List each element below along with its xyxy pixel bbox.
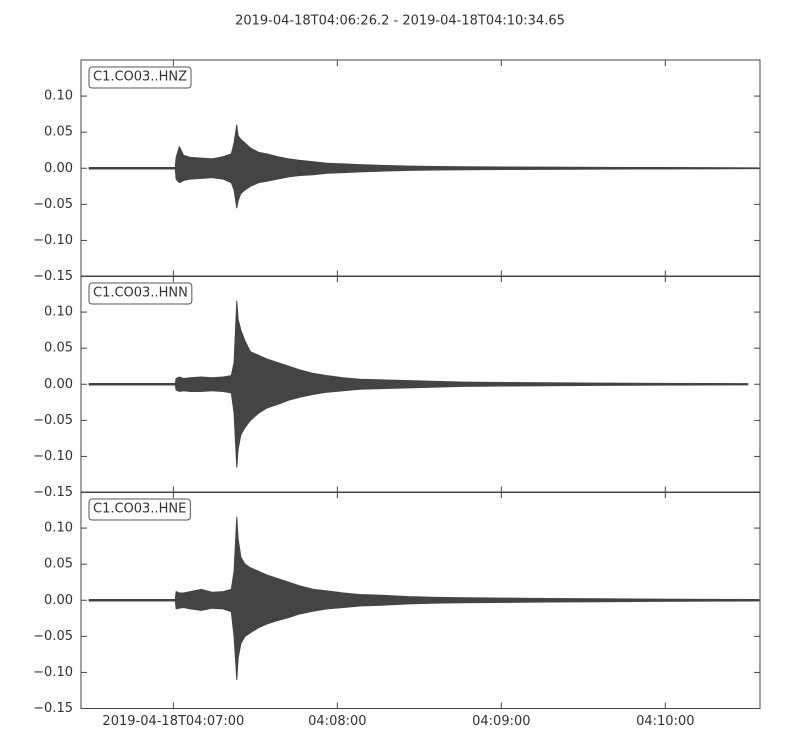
x-tick-label: 04:10:00: [636, 714, 694, 729]
y-tick-label: −0.10: [33, 449, 73, 464]
y-tick-label: −0.10: [33, 233, 73, 248]
y-tick-label: 0.00: [44, 593, 73, 608]
y-tick-label: −0.05: [33, 629, 73, 644]
trace-label-text: C1.CO03..HNZ: [93, 70, 187, 85]
y-tick-label: −0.15: [33, 485, 73, 500]
y-tick-label: −0.15: [33, 269, 73, 284]
waveform-trace: [88, 300, 749, 468]
x-tick-label: 04:09:00: [472, 714, 530, 729]
y-tick-label: −0.05: [33, 197, 73, 212]
y-tick-label: 0.10: [44, 521, 73, 536]
y-tick-label: 0.10: [44, 305, 73, 320]
x-tick-label: 2019-04-18T04:07:00: [102, 714, 244, 729]
y-tick-label: 0.00: [44, 377, 73, 392]
waveform-trace: [88, 516, 760, 681]
trace-label-text: C1.CO03..HNN: [93, 286, 188, 301]
y-tick-label: 0.00: [44, 161, 73, 176]
waveform-trace: [88, 124, 760, 209]
trace-label-text: C1.CO03..HNE: [93, 502, 186, 517]
trace-label: C1.CO03..HNN: [88, 282, 193, 305]
y-tick-label: −0.15: [33, 701, 73, 716]
y-tick-label: 0.05: [44, 341, 73, 356]
figure-title: 2019-04-18T04:06:26.2 - 2019-04-18T04:10…: [235, 14, 565, 29]
trace-label: C1.CO03..HNE: [88, 498, 191, 521]
y-tick-label: 0.05: [44, 557, 73, 572]
trace-label-box: [88, 282, 193, 305]
trace-label-box: [88, 498, 191, 521]
y-tick-label: 0.05: [44, 125, 73, 140]
trace-label-box: [88, 66, 192, 89]
y-tick-label: 0.10: [44, 89, 73, 104]
trace-label: C1.CO03..HNZ: [88, 66, 192, 89]
y-tick-label: −0.05: [33, 413, 73, 428]
x-tick-label: 04:08:00: [308, 714, 366, 729]
y-tick-label: −0.10: [33, 665, 73, 680]
